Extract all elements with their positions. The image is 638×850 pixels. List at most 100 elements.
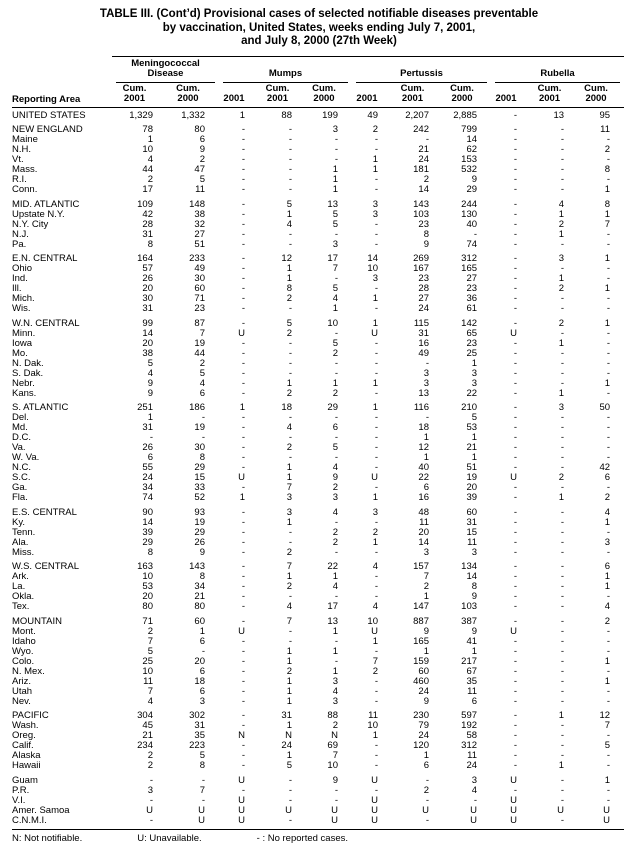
value-cell: 28 xyxy=(418,284,429,294)
value-cell: - xyxy=(606,274,611,284)
value-cell: - xyxy=(425,815,429,826)
value-cell: 1 xyxy=(147,135,153,145)
value-cell: - xyxy=(241,185,245,195)
table-row: Ala. 29 26 - - 2 1 14 11 - - 3 xyxy=(12,538,624,548)
value-cell: - xyxy=(513,229,518,240)
value-cell: - xyxy=(241,254,245,264)
value-cell: 5 xyxy=(286,318,292,329)
table-row: Va. 26 30 - 2 5 - 12 21 - - - xyxy=(12,443,624,453)
value-cell: 2 xyxy=(286,294,292,304)
value-cell: - xyxy=(374,751,378,761)
value-cell: - xyxy=(560,453,565,463)
value-cell: - xyxy=(288,537,292,548)
value-cell: - xyxy=(374,483,378,493)
value-cell: 9 xyxy=(423,626,429,637)
value-cell: 3 xyxy=(604,537,611,548)
table-row: Tex. 80 80 - 4 17 4 147 103 - - 4 xyxy=(12,602,624,612)
value-cell: 251 xyxy=(137,403,153,413)
value-cell: - xyxy=(513,433,518,443)
table-row: Upstate N.Y. 42 38 - 1 5 3 103 130 - 1 1 xyxy=(12,210,624,220)
reporting-area-cell: C.N.M.I. xyxy=(12,815,47,826)
table-row: Md. 31 19 - 4 6 - 18 53 - - - xyxy=(12,423,624,433)
value-cell: - xyxy=(374,145,378,155)
value-cell: - xyxy=(560,483,565,493)
table-row: Tenn. 39 29 - - 2 2 20 15 - - - xyxy=(12,528,624,538)
value-cell: 31 xyxy=(142,304,153,314)
value-cell: 14 xyxy=(466,572,478,582)
value-cell: - xyxy=(374,592,378,602)
value-cell: 13 xyxy=(327,199,338,210)
value-cell: 142 xyxy=(461,318,478,329)
column-header-rubella-cum-2000: Cum. 2000 xyxy=(578,82,625,108)
value-cell: 31 xyxy=(281,711,292,721)
value-cell: 80 xyxy=(142,602,153,612)
table-row: Wash. 45 31 - 1 2 10 79 192 - - 7 xyxy=(12,721,624,731)
value-cell: - xyxy=(288,155,292,165)
value-cell: 38 xyxy=(142,348,153,359)
value-cell: 24 xyxy=(281,741,292,751)
value-cell: 38 xyxy=(194,209,205,220)
column-header-rubella-cum-2001: Cum. 2001 xyxy=(531,82,579,108)
value-cell: 1 xyxy=(558,711,565,721)
value-cell: 223 xyxy=(189,741,205,751)
reporting-area-cell: Kans. xyxy=(12,388,37,399)
value-cell: - xyxy=(241,165,245,175)
value-cell: 1 xyxy=(558,493,565,503)
value-cell: - xyxy=(241,239,245,250)
value-cell: 9 xyxy=(471,626,478,637)
value-cell: 167 xyxy=(413,264,429,274)
value-cell: - xyxy=(513,378,518,389)
reporting-area-cell: W.N. CENTRAL xyxy=(12,318,80,329)
value-cell: 2 xyxy=(558,473,565,483)
value-cell: - xyxy=(288,358,292,369)
value-cell: - xyxy=(241,761,245,771)
value-cell: - xyxy=(560,443,565,453)
value-cell: 130 xyxy=(461,209,478,220)
value-cell: - xyxy=(560,537,565,548)
table-row: Wis. 31 23 - - 1 - 24 61 - - - xyxy=(12,304,624,314)
value-cell: - xyxy=(606,527,611,538)
value-cell: - xyxy=(374,219,378,230)
value-cell: 1 xyxy=(286,473,292,483)
value-cell: 2 xyxy=(147,751,153,761)
value-cell: 1 xyxy=(423,751,429,761)
reporting-area-cell: N. Dak. xyxy=(12,358,44,369)
reporting-area-cell: N.C. xyxy=(12,463,31,473)
disease-table: Reporting Area Meningococcal Disease Mumps… xyxy=(12,55,625,826)
value-cell: 2 xyxy=(199,155,205,165)
value-cell: 1 xyxy=(558,388,565,399)
group-label: Mumps xyxy=(223,68,348,83)
value-cell: - xyxy=(560,507,565,518)
value-cell: 1 xyxy=(332,626,338,637)
value-cell: - xyxy=(241,582,245,592)
value-cell: 3 xyxy=(471,547,478,558)
value-cell: 29 xyxy=(194,463,205,473)
value-cell: 192 xyxy=(461,721,478,731)
value-cell: - xyxy=(201,795,205,806)
value-cell: - xyxy=(241,527,245,538)
value-cell: - xyxy=(241,175,245,185)
value-cell: - xyxy=(374,239,378,250)
value-cell: 15 xyxy=(194,473,205,483)
value-cell: 40 xyxy=(418,463,429,473)
value-cell: 7 xyxy=(147,636,153,647)
value-cell: - xyxy=(513,125,518,135)
reporting-area-cell: Pa. xyxy=(12,239,27,250)
reporting-area-cell: S. ATLANTIC xyxy=(12,403,69,413)
value-cell: - xyxy=(606,751,611,761)
value-cell: - xyxy=(374,741,378,751)
value-cell: 165 xyxy=(413,636,429,647)
value-cell: 11 xyxy=(143,676,153,687)
value-cell: 20 xyxy=(466,483,478,493)
value-cell: 2 xyxy=(604,493,611,503)
value-cell: 14 xyxy=(466,135,478,145)
value-cell: - xyxy=(374,572,378,582)
value-cell: 1 xyxy=(332,572,338,582)
value-cell: 1 xyxy=(372,493,378,503)
value-cell: - xyxy=(334,517,338,528)
value-cell: 30 xyxy=(194,274,205,284)
value-cell: - xyxy=(241,721,245,731)
value-cell: 1 xyxy=(604,656,611,667)
value-cell: - xyxy=(241,676,245,687)
